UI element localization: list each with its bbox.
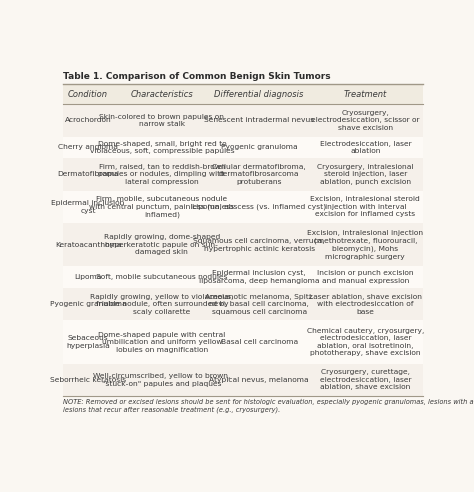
Text: Basal cell carcinoma: Basal cell carcinoma [220,339,298,345]
Text: Excision, intralesional injection
(methotrexate, fluorouracil,
bleomycin), Mohs
: Excision, intralesional injection (metho… [307,230,423,259]
Text: Acrochordon: Acrochordon [65,118,111,123]
Text: Laser ablation, shave excision
with electrodesiccation of
base: Laser ablation, shave excision with elec… [309,294,422,315]
Text: NOTE: Removed or excised lesions should be sent for histologic evaluation, espec: NOTE: Removed or excised lesions should … [63,399,474,413]
Bar [63,364,423,396]
Text: Lipoma, abscess (vs. inflamed cyst): Lipoma, abscess (vs. inflamed cyst) [192,204,326,210]
Text: Amelanotic melanoma, Spitz
nevi, basal cell carcinoma,
squamous cell carcinoma: Amelanotic melanoma, Spitz nevi, basal c… [205,294,313,315]
Text: Pyogenic granuloma: Pyogenic granuloma [50,301,127,308]
Text: Dome-shaped, small, bright red to
violaceous, soft, compressible papules: Dome-shaped, small, bright red to violac… [90,141,234,154]
Text: Cryosurgery,
electrodesiccation, scissor or
shave excision: Cryosurgery, electrodesiccation, scissor… [311,110,419,131]
Bar [63,223,423,266]
Text: Skin-colored to brown papules on
narrow stalk: Skin-colored to brown papules on narrow … [100,114,224,127]
Text: Rapidly growing, dome-shaped
hyperkeratotic papule on sun-
damaged skin: Rapidly growing, dome-shaped hyperkerato… [104,234,220,255]
Text: Lipoma: Lipoma [74,274,102,280]
Bar [63,320,423,364]
Text: Pyogenic granuloma: Pyogenic granuloma [221,144,298,151]
Text: Condition: Condition [68,90,108,99]
Text: Cryosurgery, intralesional
steroid injection, laser
ablation, punch excision: Cryosurgery, intralesional steroid injec… [317,164,414,185]
Text: Incision or punch excision
and manual expression: Incision or punch excision and manual ex… [317,271,414,284]
Text: Soft, mobile subcutaneous nodules: Soft, mobile subcutaneous nodules [96,274,228,280]
Text: Seborrheic keratosis: Seborrheic keratosis [50,377,126,383]
Text: Sebaceous
hyperplasia: Sebaceous hyperplasia [66,336,110,349]
Bar [63,191,423,223]
Text: Squamous cell carcinoma, verruca,
hypertrophic actinic keratosis: Squamous cell carcinoma, verruca, hypert… [193,238,325,251]
Text: Table 1. Comparison of Common Benign Skin Tumors: Table 1. Comparison of Common Benign Ski… [63,72,330,81]
Text: Rapidly growing, yellow to violaceous,
friable nodule, often surrounded by
scaly: Rapidly growing, yellow to violaceous, f… [90,294,234,315]
Text: Treatment: Treatment [344,90,387,99]
Text: Cellular dermatofibroma,
dermatofibrosarcoma
protuberans: Cellular dermatofibroma, dermatofibrosar… [212,164,306,185]
Text: Chemical cautery, cryosurgery,
electrodesiccation, laser
ablation, oral isotreti: Chemical cautery, cryosurgery, electrode… [307,328,424,356]
Text: Senescent intradermal nevus: Senescent intradermal nevus [204,118,314,123]
Text: Epidermal inclusion cyst,
liposarcoma, deep hemangioma: Epidermal inclusion cyst, liposarcoma, d… [199,271,319,284]
Bar [63,104,423,137]
Bar [63,288,423,320]
Text: Electrodesiccation, laser
ablation: Electrodesiccation, laser ablation [319,141,411,154]
Text: Cryosurgery, curettage,
electrodesiccation, laser
ablation, shave excision: Cryosurgery, curettage, electrodesiccati… [319,369,411,391]
Text: Dermatofibroma: Dermatofibroma [57,171,119,178]
Text: Dome-shaped papule with central
umbilication and uniform yellow
lobules on magni: Dome-shaped papule with central umbilica… [98,332,226,353]
Text: Cherry angioma: Cherry angioma [58,144,118,151]
Text: Excision, intralesional steroid
injection with interval
excision for inflamed cy: Excision, intralesional steroid injectio… [310,196,420,217]
Text: Firm, raised, tan to reddish-brown
papules or nodules, dimpling with
lateral com: Firm, raised, tan to reddish-brown papul… [99,164,225,185]
Text: Atypical nevus, melanoma: Atypical nevus, melanoma [210,377,309,383]
Text: Firm, mobile, subcutaneous nodule
with central punctum, painless (unless
inflame: Firm, mobile, subcutaneous nodule with c… [90,196,235,218]
Bar [63,85,423,104]
Bar [63,158,423,191]
Text: Keratoacanthoma: Keratoacanthoma [55,242,121,248]
Bar [63,137,423,158]
Text: Epidermal inclusion
cyst: Epidermal inclusion cyst [52,200,125,214]
Text: Well-circumscribed, yellow to brown,
"stuck-on" papules and plaques: Well-circumscribed, yellow to brown, "st… [93,373,231,387]
Text: Characteristics: Characteristics [130,90,193,99]
Text: Differential diagnosis: Differential diagnosis [214,90,304,99]
Bar [63,266,423,288]
